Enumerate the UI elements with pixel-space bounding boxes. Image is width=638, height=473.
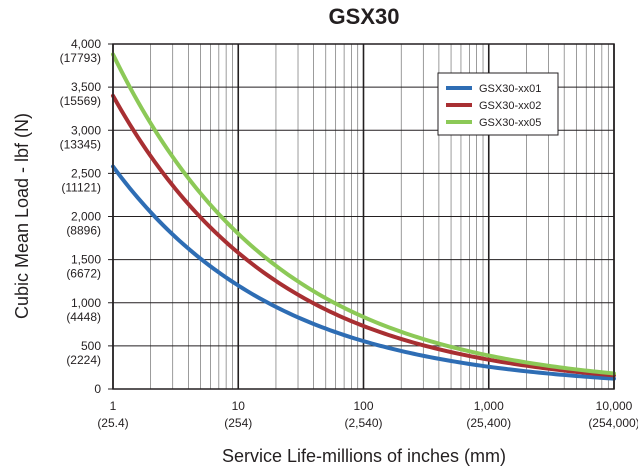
series-line-1 [111,164,616,381]
x-tick-label: 1 [110,399,117,413]
x-tick-labels: 1 (25.4) 10 (254) 100 (2,540) 1,000 (25,400) 10,… [97,399,638,430]
legend-label: GSX30-xx05 [479,117,541,129]
y-tick-sublabel: (8896) [66,224,101,238]
y-tick-sublabel: (17793) [60,51,101,65]
x-tick-sublabel: (254,000) [588,416,638,430]
legend-label: GSX30-xx01 [479,83,541,95]
x-tick-label: 10 [232,399,246,413]
y-tick-label: 3,000 [71,123,101,137]
chart-title: GSX30 [329,4,400,29]
x-tick-label: 1,000 [474,399,504,413]
y-tick-labels: 0 500(2224) 1,000(4448) 1,500(6672) 2,000(88… [60,37,113,396]
y-tick-sublabel: (15569) [60,94,101,108]
x-tick-sublabel: (25.4) [97,416,128,430]
y-tick-label: 2,000 [71,210,101,224]
x-tick-sublabel: (2,540) [344,416,382,430]
x-tick-label: 10,000 [596,399,633,413]
x-tick-label: 100 [353,399,373,413]
legend-label: GSX30-xx02 [479,100,541,112]
x-axis-label: Service Life-millions of inches (mm) [222,446,506,466]
y-tick-label: 1,500 [71,253,101,267]
y-tick-label: 2,500 [71,166,101,180]
y-tick-label: 1,000 [71,296,101,310]
y-tick-sublabel: (11121) [61,180,101,194]
series-lines [111,52,616,381]
series-line-3 [111,52,616,376]
y-tick-label: 3,500 [71,80,101,94]
y-tick-label: 500 [81,339,101,353]
y-tick-sublabel: (13345) [60,137,101,151]
y-tick-sublabel: (6672) [66,267,101,281]
y-axis-label: Cubic Mean Load - lbf (N) [12,113,32,319]
y-tick-label: 4,000 [71,37,101,51]
y-tick-sublabel: (4448) [66,310,101,324]
legend: GSX30-xx01 GSX30-xx02 GSX30-xx05 [437,72,559,136]
series-line-2 [111,93,616,378]
y-tick-label: 0 [94,382,101,396]
x-tick-sublabel: (254) [224,416,252,430]
y-tick-sublabel: (2224) [66,353,101,367]
x-tick-sublabel: (25,400) [466,416,511,430]
